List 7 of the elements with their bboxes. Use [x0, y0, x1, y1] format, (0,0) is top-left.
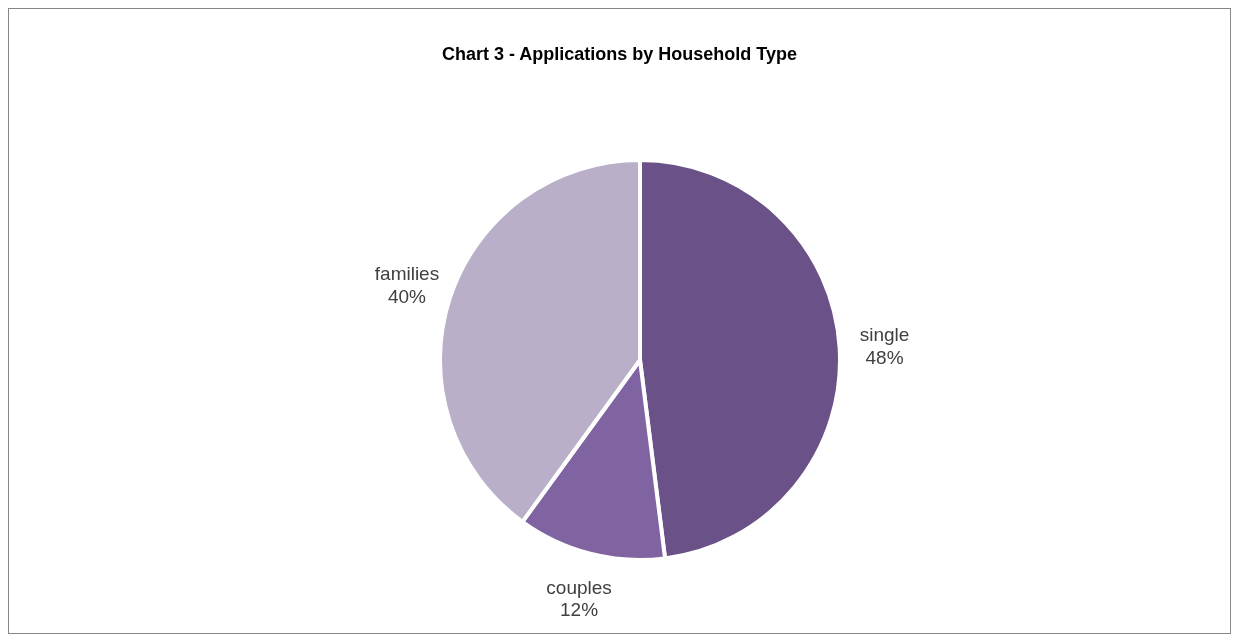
slice-label: families: [374, 263, 440, 285]
data-label: 40%: [387, 286, 427, 308]
data-label: 12%: [560, 599, 599, 621]
slice-label: single: [859, 323, 910, 345]
slice-label: couples: [546, 576, 612, 598]
chart-title: Chart 3 - Applications by Household Type: [441, 44, 798, 64]
data-label: 48%: [865, 346, 904, 368]
